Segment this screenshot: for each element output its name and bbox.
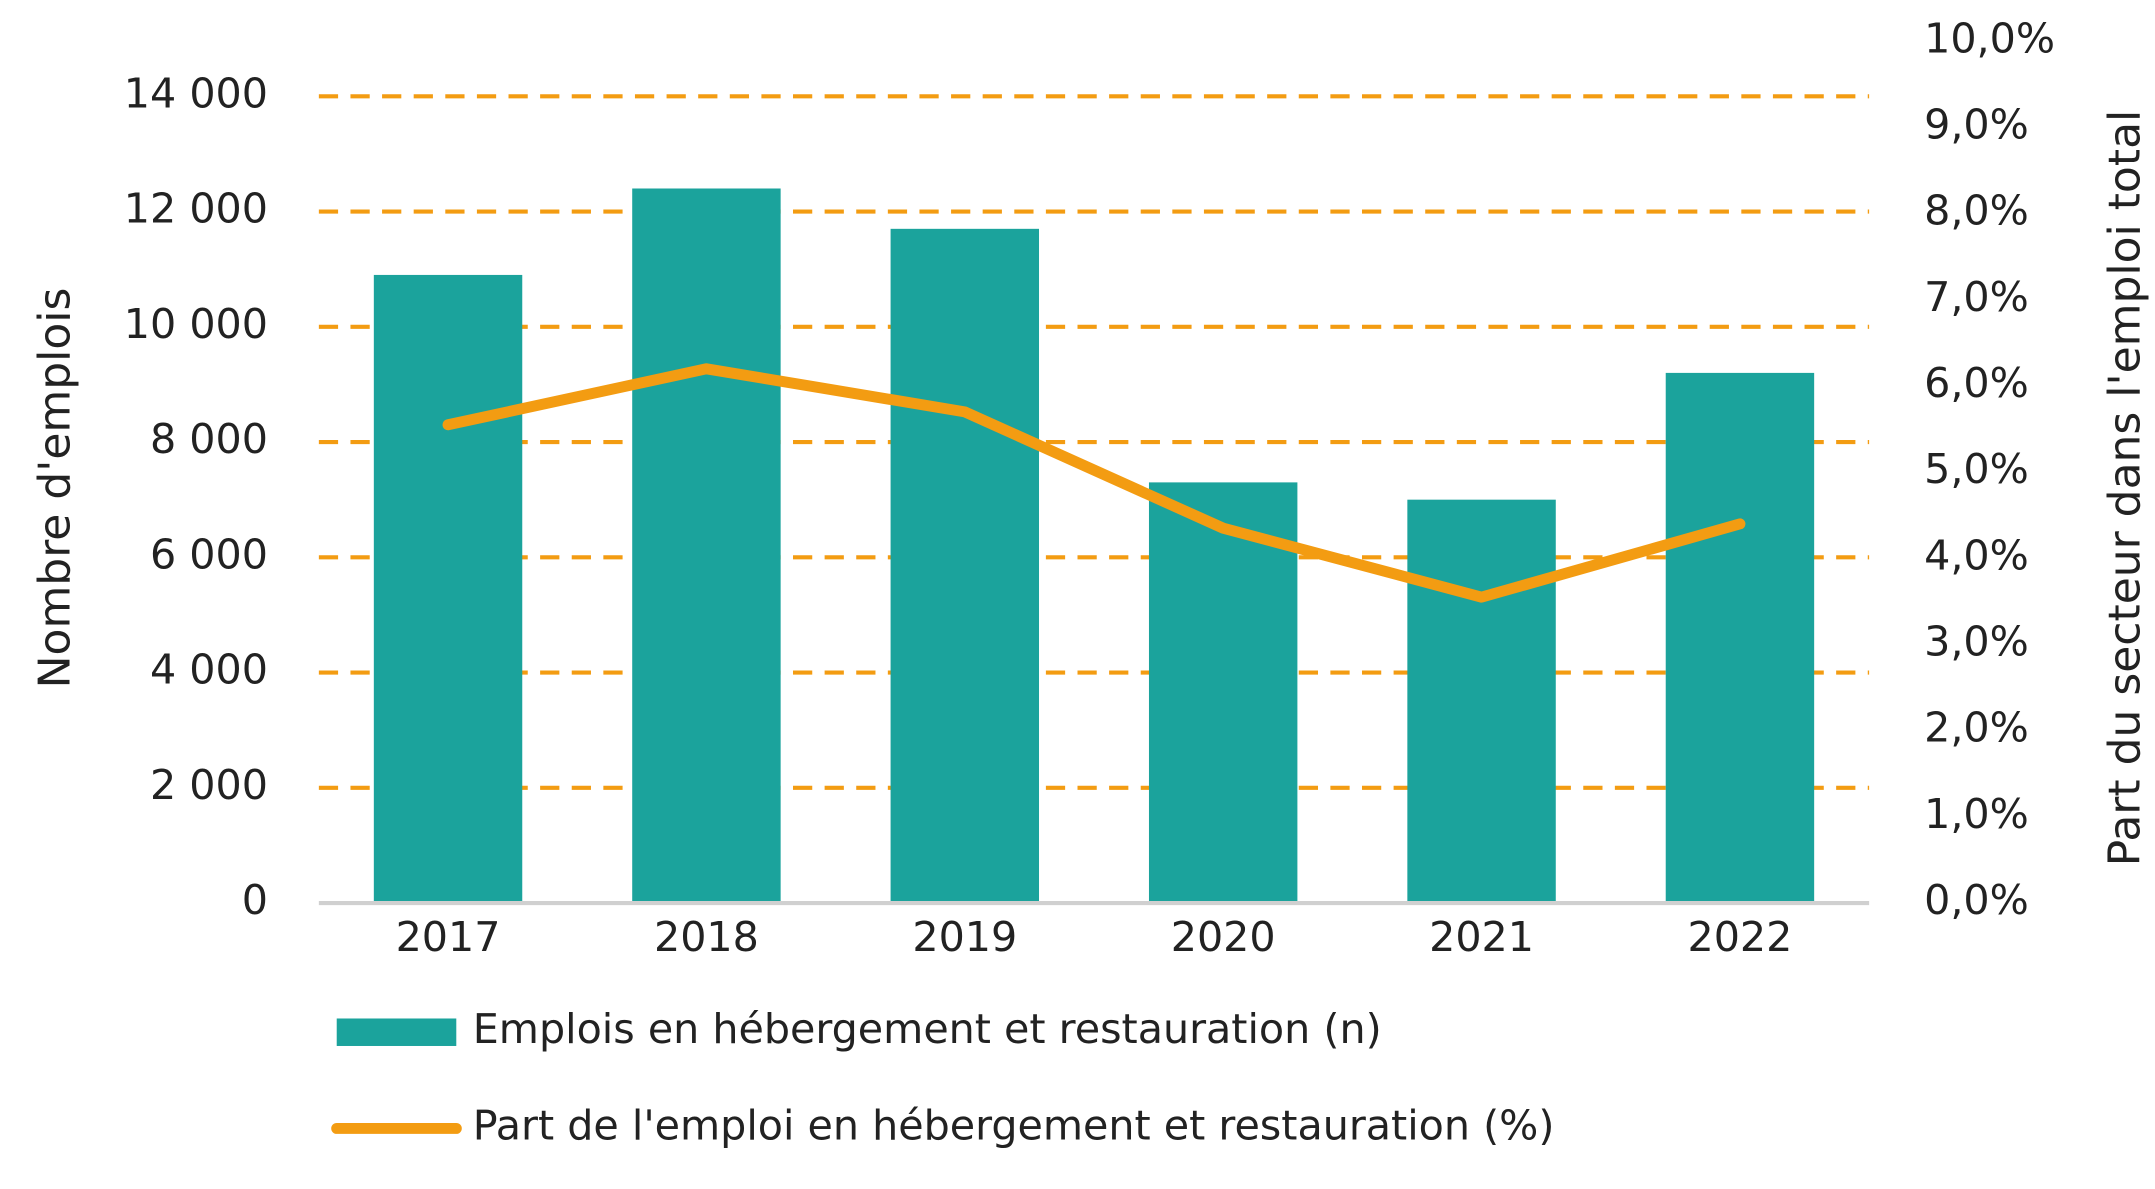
y-tick-label: 8 000 xyxy=(150,415,268,463)
x-tick-label: 2019 xyxy=(912,913,1017,961)
y-tick-label: 10 000 xyxy=(124,300,268,348)
y2-tick-label: 9,0% xyxy=(1924,100,2029,148)
x-tick-label: 2022 xyxy=(1687,913,1792,961)
y-tick-label: 12 000 xyxy=(124,185,268,233)
y-tick-label: 0 xyxy=(242,876,268,924)
y-tick-label: 14 000 xyxy=(124,69,268,117)
y-tick-label: 2 000 xyxy=(150,761,268,809)
bar xyxy=(1665,372,1815,904)
bar xyxy=(373,274,523,904)
line-series xyxy=(442,363,1746,603)
legend-label: Emplois en hébergement et restauration (… xyxy=(473,1005,1382,1053)
y2-tick-label: 1,0% xyxy=(1924,790,2029,838)
x-tick-label: 2021 xyxy=(1429,913,1534,961)
y-tick-label: 6 000 xyxy=(150,530,268,578)
y2-tick-label: 7,0% xyxy=(1924,273,2029,321)
y2-tick-label: 6,0% xyxy=(1924,359,2029,407)
x-tick-label: 2018 xyxy=(654,913,759,961)
y2-tick-label: 10,0% xyxy=(1924,14,2055,62)
y2-tick-label: 2,0% xyxy=(1924,704,2029,752)
y2-tick-label: 3,0% xyxy=(1924,618,2029,666)
x-tick-label: 2017 xyxy=(396,913,501,961)
y2-axis-title: Part du secteur dans l'emploi total xyxy=(2100,110,2151,866)
y-axis-title: Nombre d'emplois xyxy=(30,288,81,689)
y2-tick-label: 0,0% xyxy=(1924,876,2029,924)
bar xyxy=(1407,499,1556,904)
legend-swatch xyxy=(336,1018,457,1046)
bar xyxy=(632,188,781,904)
y2-tick-label: 8,0% xyxy=(1924,187,2029,235)
x-tick-label: 2020 xyxy=(1171,913,1276,961)
y-tick-label: 4 000 xyxy=(150,646,268,694)
legend-label: Part de l'emploi en hébergement et resta… xyxy=(473,1101,1555,1149)
bar xyxy=(890,228,1040,904)
y2-tick-label: 4,0% xyxy=(1924,531,2029,579)
y2-tick-label: 5,0% xyxy=(1924,445,2029,493)
bar xyxy=(1148,482,1298,904)
